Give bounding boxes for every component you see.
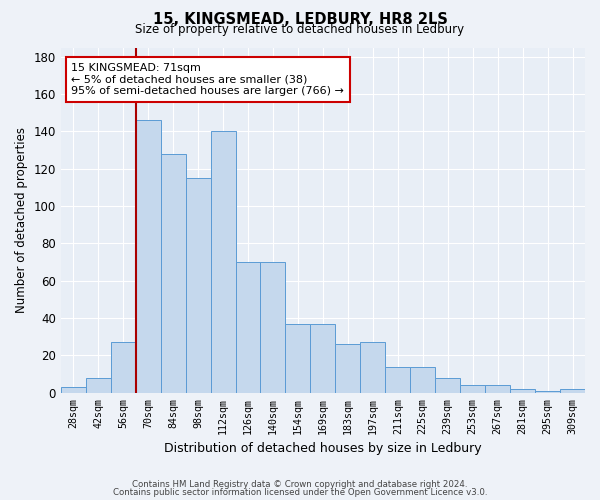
Text: Contains public sector information licensed under the Open Government Licence v3: Contains public sector information licen… [113, 488, 487, 497]
Bar [510, 389, 535, 393]
Bar [310, 324, 335, 393]
Bar [161, 154, 185, 393]
Bar [385, 366, 410, 393]
Bar [61, 387, 86, 393]
Bar [136, 120, 161, 393]
Text: 15 KINGSMEAD: 71sqm
← 5% of detached houses are smaller (38)
95% of semi-detache: 15 KINGSMEAD: 71sqm ← 5% of detached hou… [71, 63, 344, 96]
Text: Contains HM Land Registry data © Crown copyright and database right 2024.: Contains HM Land Registry data © Crown c… [132, 480, 468, 489]
Y-axis label: Number of detached properties: Number of detached properties [15, 127, 28, 313]
Bar [211, 132, 236, 393]
Text: Size of property relative to detached houses in Ledbury: Size of property relative to detached ho… [136, 24, 464, 36]
Bar [435, 378, 460, 393]
Bar [460, 386, 485, 393]
Bar [260, 262, 286, 393]
Bar [361, 342, 385, 393]
Bar [485, 386, 510, 393]
Bar [86, 378, 111, 393]
Text: 15, KINGSMEAD, LEDBURY, HR8 2LS: 15, KINGSMEAD, LEDBURY, HR8 2LS [152, 12, 448, 28]
Bar [335, 344, 361, 393]
X-axis label: Distribution of detached houses by size in Ledbury: Distribution of detached houses by size … [164, 442, 482, 455]
Bar [410, 366, 435, 393]
Bar [560, 389, 585, 393]
Bar [286, 324, 310, 393]
Bar [236, 262, 260, 393]
Bar [111, 342, 136, 393]
Bar [185, 178, 211, 393]
Bar [535, 391, 560, 393]
